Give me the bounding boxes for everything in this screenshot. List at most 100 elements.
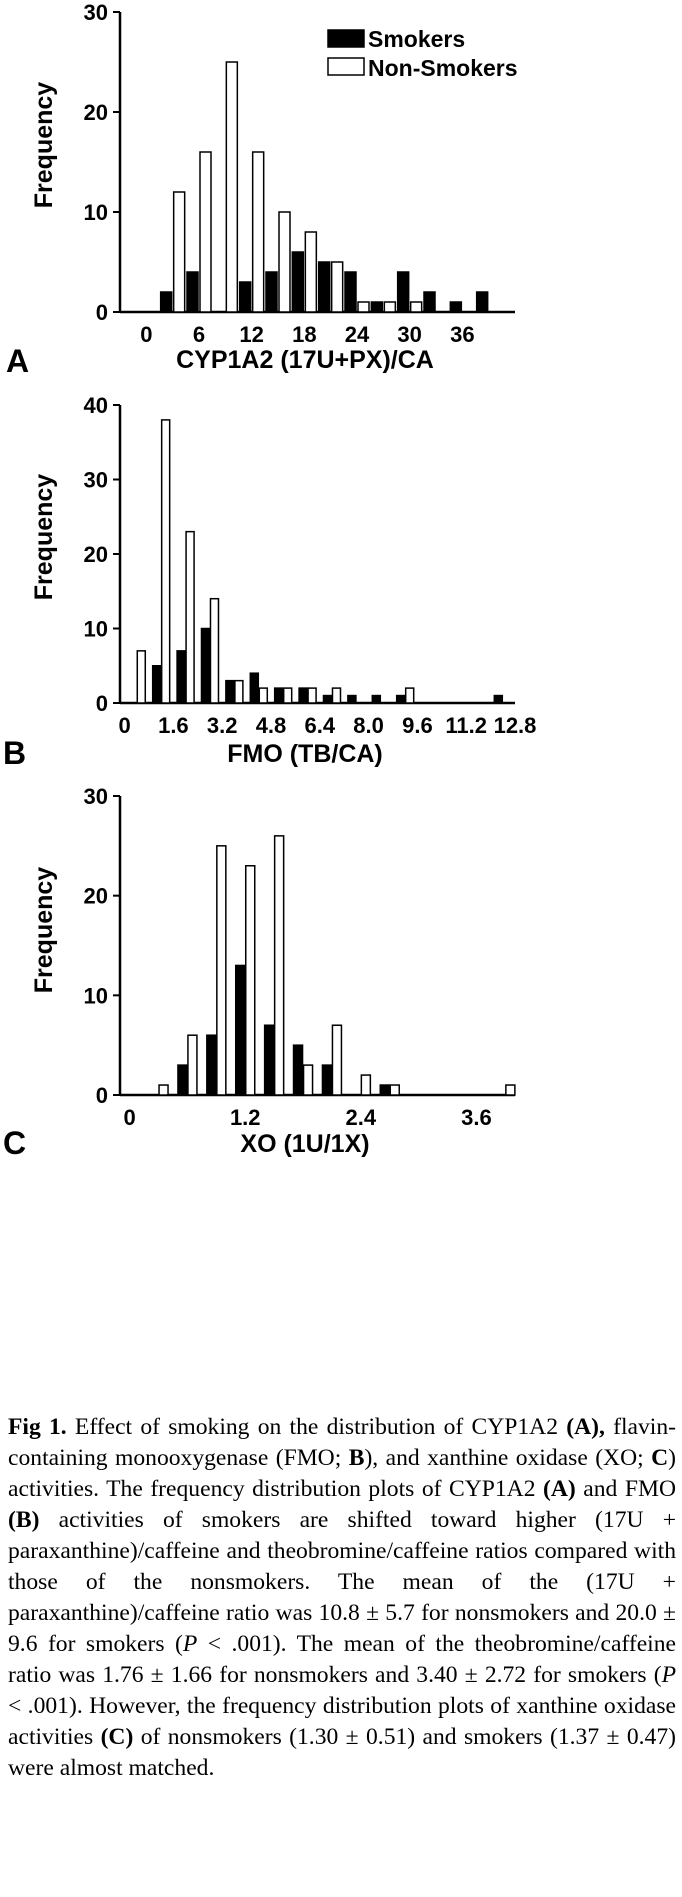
- bar-smokers: [321, 1064, 333, 1096]
- bar-non-smokers: [302, 1064, 314, 1096]
- x-tick-label: 2.4: [346, 1105, 377, 1130]
- bar-smokers: [225, 679, 235, 704]
- bar-smokers: [423, 291, 436, 313]
- bar-smokers: [234, 964, 246, 1096]
- bar-smokers: [347, 694, 357, 704]
- x-axis-title: FMO (TB/CA): [227, 740, 383, 768]
- bar-non-smokers: [158, 1084, 169, 1096]
- bar-smokers: [200, 627, 211, 704]
- bar-smokers: [379, 1084, 391, 1096]
- bar-smokers: [263, 1024, 275, 1096]
- x-tick-label: 6.4: [304, 713, 335, 738]
- legend-swatch-non-smokers: [327, 57, 365, 76]
- y-tick-label: 0: [96, 1083, 108, 1108]
- bar-non-smokers: [209, 597, 220, 704]
- bar-smokers: [396, 271, 410, 313]
- bar-non-smokers: [307, 687, 317, 704]
- legend-swatch-smokers: [327, 29, 365, 48]
- x-tick-label: 8.0: [353, 713, 384, 738]
- bar-non-smokers: [199, 151, 212, 313]
- bar-non-smokers: [234, 679, 244, 704]
- y-tick-label: 20: [84, 884, 108, 909]
- caption-p-symbol: P: [182, 1631, 198, 1657]
- x-tick-label: 36: [450, 322, 474, 347]
- caption-label: Fig 1.: [8, 1414, 67, 1440]
- bar-smokers: [475, 291, 489, 313]
- bar-smokers: [493, 694, 504, 704]
- bar-non-smokers: [383, 301, 397, 313]
- y-tick-label: 10: [84, 983, 108, 1008]
- y-axis-title: Frequency: [30, 867, 58, 994]
- bar-smokers: [238, 281, 252, 313]
- y-tick-label: 40: [84, 393, 108, 418]
- caption-text: < .001). The mean of the theobromine/caf…: [8, 1631, 676, 1688]
- x-tick-label: 3.6: [461, 1105, 492, 1130]
- x-tick-label: 0: [124, 1105, 136, 1130]
- x-tick-label: 0: [118, 713, 130, 738]
- bar-non-smokers: [304, 231, 318, 313]
- y-tick-label: 10: [84, 200, 108, 225]
- caption-ref-c: C: [651, 1445, 669, 1471]
- bar-non-smokers: [409, 301, 423, 313]
- bar-smokers: [273, 687, 284, 704]
- bar-non-smokers: [505, 1084, 516, 1096]
- bar-non-smokers: [389, 1084, 401, 1096]
- y-tick-label: 0: [96, 691, 108, 716]
- bar-non-smokers: [225, 61, 239, 313]
- bar-smokers: [395, 694, 406, 704]
- x-tick-label: 24: [345, 322, 370, 347]
- y-axis-title: Frequency: [30, 474, 58, 601]
- bar-smokers: [291, 251, 305, 313]
- bar-non-smokers: [216, 845, 227, 1096]
- y-tick-label: 30: [84, 784, 108, 809]
- bar-non-smokers: [282, 687, 293, 704]
- bar-non-smokers: [404, 687, 415, 704]
- bar-smokers: [186, 271, 199, 313]
- caption-text: ), and xanthine oxidase (XO;: [364, 1445, 652, 1471]
- bar-non-smokers: [251, 151, 265, 313]
- x-tick-label: 1.6: [158, 713, 189, 738]
- x-tick-label: 9.6: [402, 713, 433, 738]
- x-axis-title: CYP1A2 (17U+PX)/CA: [176, 346, 434, 374]
- caption-ref-a: (A): [543, 1476, 576, 1502]
- x-tick-label: 12: [239, 322, 263, 347]
- caption-text: and FMO: [575, 1476, 676, 1502]
- bar-smokers: [292, 1044, 304, 1096]
- x-tick-label: 30: [397, 322, 421, 347]
- y-tick-label: 0: [96, 300, 108, 325]
- caption-ref-c: (C): [100, 1724, 134, 1750]
- figure: 0 10 20 30 0 6 12 18 24 30 36 CYP1A2 (17U+PX)/CA Fre…: [3, 0, 537, 1161]
- bar-smokers: [449, 301, 463, 313]
- y-tick-label: 30: [84, 0, 108, 25]
- bar-smokers: [298, 687, 308, 704]
- bar-non-smokers: [273, 835, 285, 1096]
- caption-text: activities of smokers are shifted toward…: [8, 1507, 676, 1657]
- bar-smokers: [344, 271, 357, 313]
- bar-non-smokers: [331, 1024, 343, 1096]
- bar-smokers: [265, 271, 278, 313]
- bar-non-smokers: [244, 865, 256, 1096]
- caption-ref-b: (B): [8, 1507, 40, 1533]
- x-tick-label: 12.8: [494, 713, 537, 738]
- bar-non-smokers: [258, 687, 269, 704]
- caption-text: Effect of smoking on the distribution of…: [66, 1414, 567, 1440]
- bar-non-smokers: [330, 261, 344, 313]
- caption-text: < .001). However, the frequency distribu…: [8, 1693, 676, 1750]
- x-tick-label: 0: [140, 322, 152, 347]
- bar-non-smokers: [331, 687, 342, 704]
- figure-caption: Fig 1. Effect of smoking on the distribu…: [8, 1412, 676, 1784]
- bar-non-smokers: [172, 191, 186, 313]
- bar-smokers: [322, 694, 333, 704]
- y-tick-label: 20: [84, 542, 108, 567]
- bar-smokers: [371, 694, 382, 704]
- legend-label-smokers: Smokers: [368, 26, 465, 52]
- x-axis-title: XO (1U/1X): [240, 1130, 369, 1158]
- caption-text: of nonsmokers (1.30 ± 0.51) and smokers …: [8, 1724, 676, 1781]
- caption-ref-a: (A),: [566, 1414, 605, 1440]
- bar-non-smokers: [278, 211, 291, 313]
- x-tick-label: 11.2: [445, 713, 487, 738]
- caption-p-symbol: P: [661, 1662, 676, 1688]
- y-tick-label: 10: [84, 617, 108, 642]
- panel-label: A: [6, 343, 29, 379]
- x-tick-label: 18: [292, 322, 316, 347]
